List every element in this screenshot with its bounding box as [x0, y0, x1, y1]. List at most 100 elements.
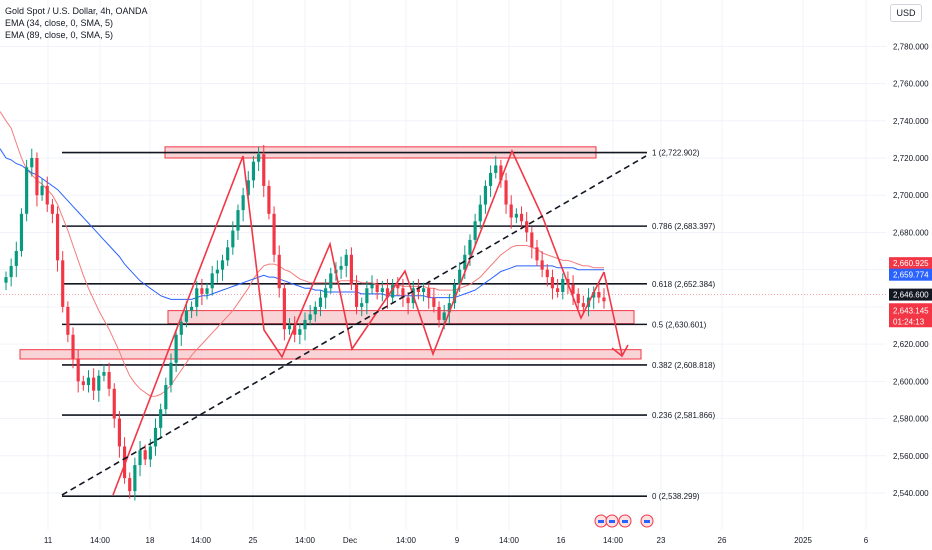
x-tick-label: 11 [44, 536, 53, 545]
y-tick-label: 2,720.000 [893, 154, 929, 163]
candle-body [293, 325, 297, 335]
candle-body [4, 277, 8, 283]
candle-body [277, 254, 281, 289]
fibonacci-levels[interactable]: 1 (2,722.902) 0.786 (2,683.397) 0.618 (2,6… [62, 149, 715, 502]
candle-body [86, 377, 91, 386]
candle-body [282, 288, 286, 330]
zigzag-pattern [112, 148, 605, 496]
candle-body [329, 273, 333, 289]
fib-label-0.618: 0.618 (2,652.384) [652, 280, 715, 289]
ema-89-label[interactable]: EMA (89, close, 0, SMA, 5) [5, 30, 114, 40]
y-tick-label: 2,740.000 [893, 117, 929, 126]
candle-body [561, 278, 565, 292]
candle-body [174, 334, 178, 363]
candle-body [205, 288, 209, 294]
candle-body [92, 377, 96, 391]
candle-body [19, 213, 24, 252]
ema-34-label[interactable]: EMA (34, close, 0, SMA, 5) [5, 18, 114, 28]
fib-label-0.786: 0.786 (2,683.397) [652, 222, 715, 231]
symbol-title[interactable]: Gold Spot / U.S. Dollar, 4h, OANDA [5, 6, 148, 16]
candle-body [71, 334, 75, 359]
x-tick-label: Dec [343, 536, 357, 545]
candle-body [509, 204, 513, 218]
candle-body [427, 288, 431, 298]
candle-body [571, 284, 575, 294]
price-tags: 2,660.925 2,659.774 2,646.600 2,643.145 01:2… [889, 257, 932, 328]
candle-body [313, 306, 317, 315]
dashed-trendline [61, 155, 647, 496]
candle-body [226, 247, 230, 261]
candle-body [576, 293, 580, 304]
support-resistance-zones[interactable] [19, 146, 642, 360]
x-tick-label: 6 [864, 536, 869, 545]
candle-body [550, 277, 555, 289]
economic-event-icons[interactable] [594, 514, 654, 528]
y-tick-label: 2,780.000 [893, 42, 929, 51]
candle-body [442, 312, 446, 320]
y-tick-label: 2,680.000 [893, 228, 929, 237]
trend-drawings[interactable] [61, 148, 647, 496]
candle-body [360, 303, 364, 307]
candle-body [540, 260, 544, 270]
candle-body [468, 239, 472, 255]
last-price-tag: 2,646.600 [893, 291, 929, 300]
candle-body [339, 265, 343, 270]
candle-body [597, 292, 601, 298]
candle-body [375, 284, 379, 292]
candle-body [138, 450, 142, 466]
time-axis[interactable]: 11 14:00 18 14:00 25 14:00 Dec 14:00 9 14:00 16 14:… [0, 530, 886, 550]
ema-34-line [0, 111, 605, 397]
x-tick-label: 14:00 [603, 536, 624, 545]
candle-body [318, 297, 323, 307]
candle-body [308, 314, 312, 320]
grid-lines [0, 0, 886, 530]
candle-body [246, 180, 250, 196]
candle-body [153, 427, 158, 447]
candle-body [30, 158, 34, 168]
currency-button[interactable]: USD [890, 4, 922, 22]
countdown-tag: 01:24:13 [893, 317, 925, 326]
ema89-price-tag-bg [889, 268, 932, 281]
x-tick-label: 14:00 [499, 536, 520, 545]
candle-body [40, 185, 44, 196]
candle-body [122, 446, 127, 479]
event-flag-stripe [598, 520, 604, 523]
candle-body [128, 478, 132, 492]
candle-body [76, 359, 80, 382]
candle-body [97, 375, 101, 391]
candle-body [143, 450, 147, 460]
candle-body [55, 213, 60, 261]
candle-body [257, 154, 261, 162]
candle-body [447, 303, 451, 313]
candle-body [25, 167, 29, 214]
x-tick-label: 16 [557, 536, 566, 545]
candle-body [236, 210, 240, 231]
candle-body [380, 288, 384, 292]
x-tick-label: 23 [657, 536, 666, 545]
candle-body [421, 288, 426, 292]
candle-body [272, 213, 276, 255]
event-flag-stripe [622, 520, 628, 523]
candle-body [401, 288, 405, 298]
ema89-price-tag: 2,659.774 [893, 271, 929, 280]
y-tick-label: 2,540.000 [893, 489, 929, 498]
x-tick-label: 14:00 [191, 536, 212, 545]
candle-body [81, 381, 85, 386]
candle-body [190, 306, 194, 311]
candle-body [9, 265, 13, 278]
candle-body [112, 388, 116, 419]
candle-body [45, 185, 49, 205]
x-tick-label: 25 [249, 536, 258, 545]
candle-body [416, 288, 420, 292]
candle-body [303, 319, 307, 330]
candlesticks [4, 144, 606, 501]
candle-body [117, 418, 121, 447]
candle-body [14, 251, 18, 266]
ema34-price-tag: 2,660.925 [893, 259, 929, 268]
candle-body [102, 372, 106, 376]
candle-body [267, 185, 271, 214]
candle-body [592, 292, 596, 298]
candle-body [179, 321, 183, 335]
candle-body [556, 288, 560, 292]
